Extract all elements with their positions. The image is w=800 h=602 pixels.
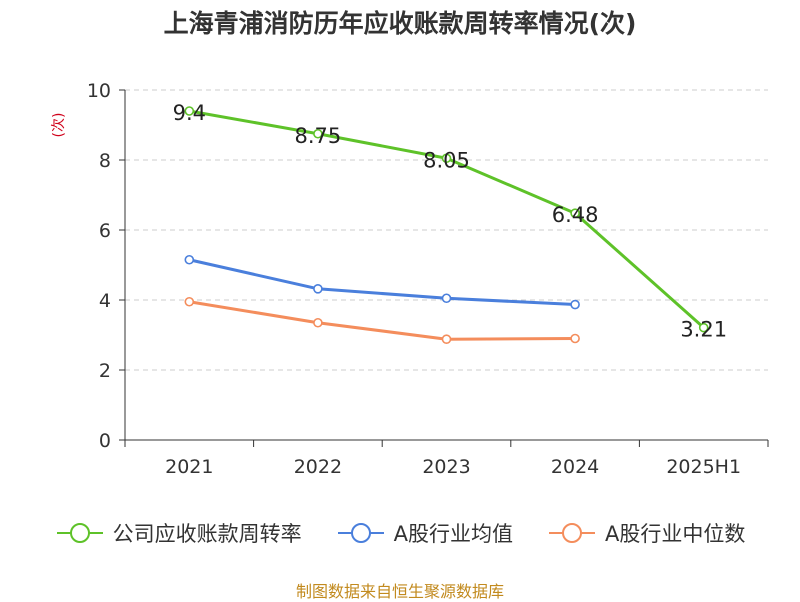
grid-lines bbox=[125, 89, 768, 371]
data-label: 3.21 bbox=[680, 318, 727, 342]
x-tick-label: 2025H1 bbox=[666, 456, 741, 478]
x-tick-label: 2021 bbox=[165, 456, 213, 478]
legend-swatch bbox=[549, 523, 595, 543]
data-point bbox=[570, 208, 580, 218]
data-point bbox=[313, 317, 323, 328]
data-point bbox=[570, 299, 580, 310]
y-tick-label: 4 bbox=[99, 290, 111, 312]
legend-label: A股行业均值 bbox=[393, 522, 513, 546]
legend-item[interactable]: A股行业均值 bbox=[336, 518, 513, 548]
series-line-2 bbox=[189, 300, 576, 341]
y-tick-label: 2 bbox=[99, 360, 111, 382]
data-point bbox=[184, 296, 195, 307]
data-point bbox=[441, 334, 452, 345]
legend-swatch bbox=[56, 523, 103, 543]
axes: 0 2 4 6 8 10 (次) 2021 2022 2023 2024 2025H1 bbox=[51, 80, 769, 478]
legend-label: 公司应收账款周转率 bbox=[112, 522, 302, 546]
data-labels: 9.4 8.75 8.05 6.48 3.21 bbox=[173, 101, 727, 342]
series-line-1 bbox=[188, 258, 576, 307]
legend-item[interactable]: 公司应收账款周转率 bbox=[55, 518, 302, 548]
data-point bbox=[184, 254, 195, 265]
series bbox=[184, 106, 709, 345]
legend-label: A股行业中位数 bbox=[605, 522, 746, 546]
y-tick-label: 6 bbox=[99, 220, 111, 242]
legend: 公司应收账款周转率 A股行业均值 A股行业中位数 bbox=[0, 518, 800, 548]
x-tick-label: 2022 bbox=[294, 456, 342, 478]
data-point bbox=[570, 333, 580, 344]
data-point bbox=[184, 106, 195, 116]
legend-item[interactable]: A股行业中位数 bbox=[547, 518, 745, 548]
x-tick-label: 2023 bbox=[422, 456, 470, 478]
data-point bbox=[313, 283, 323, 294]
data-label: 6.48 bbox=[552, 203, 599, 227]
data-point bbox=[441, 153, 452, 164]
data-point bbox=[441, 293, 452, 304]
data-label: 9.4 bbox=[173, 101, 206, 125]
source-note: 制图数据来自恒生聚源数据库 bbox=[295, 582, 504, 601]
data-point bbox=[698, 322, 709, 333]
y-tick-label: 0 bbox=[99, 430, 111, 452]
y-axis-label: (次) bbox=[51, 113, 67, 138]
legend-swatch bbox=[337, 523, 384, 543]
data-label: 8.75 bbox=[295, 124, 342, 148]
y-tick-label: 8 bbox=[99, 150, 111, 172]
x-tick-label: 2024 bbox=[551, 456, 599, 478]
data-point bbox=[313, 128, 323, 139]
chart-title: 上海青浦消防历年应收账款周转率情况(次) bbox=[163, 9, 637, 38]
y-tick-label: 10 bbox=[87, 80, 111, 102]
data-label: 8.05 bbox=[423, 148, 470, 172]
